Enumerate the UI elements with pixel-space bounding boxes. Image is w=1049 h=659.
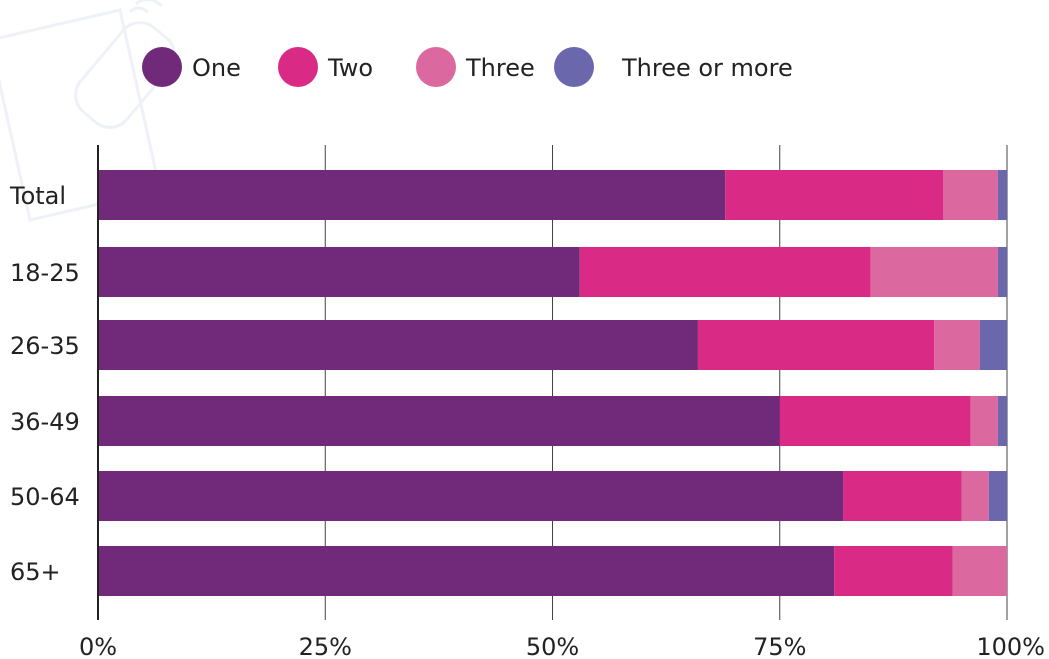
bar-segment — [952, 546, 1007, 596]
bars — [98, 170, 1007, 596]
category-label: 50-64 — [10, 483, 80, 511]
bar-segment — [934, 320, 980, 370]
category-labels: Total 18-25 26-35 36-49 50-64 65+ — [9, 182, 80, 586]
bar-segment — [979, 320, 1007, 370]
bar-segment — [870, 247, 998, 297]
category-label: Total — [9, 182, 66, 210]
legend-swatch — [554, 47, 594, 87]
legend: One Two Three Three or more — [142, 47, 793, 87]
bar-segment — [725, 170, 944, 220]
bar-segment — [779, 396, 971, 446]
x-tick-label: 25% — [299, 633, 352, 659]
bar-segment — [98, 170, 726, 220]
legend-label: Three — [465, 54, 535, 82]
x-tick-label: 75% — [753, 633, 806, 659]
legend-label: Three or more — [621, 54, 793, 82]
x-tick-label: 0% — [79, 633, 117, 659]
bar-segment — [997, 396, 1007, 446]
bar-segment — [98, 247, 580, 297]
category-label: 36-49 — [10, 408, 80, 436]
category-label: 65+ — [10, 558, 61, 586]
x-axis-tick-labels: 0% 25% 50% 75% 100% — [79, 633, 1045, 659]
bar-segment — [98, 396, 780, 446]
bar-segment — [997, 170, 1007, 220]
bar-segment — [697, 320, 935, 370]
bar-segment — [997, 247, 1007, 297]
bar-segment — [988, 471, 1007, 521]
category-label: 18-25 — [10, 259, 80, 287]
bar-segment — [943, 170, 998, 220]
bar-segment — [98, 546, 835, 596]
category-label: 26-35 — [10, 332, 80, 360]
legend-label: Two — [327, 54, 373, 82]
bar-segment — [843, 471, 962, 521]
bar-segment — [98, 320, 698, 370]
bar-segment — [961, 471, 989, 521]
legend-swatch — [278, 47, 318, 87]
bar-segment — [98, 471, 844, 521]
bar-segment — [834, 546, 953, 596]
x-tick-label: 50% — [526, 633, 579, 659]
x-tick-label: 100% — [976, 633, 1045, 659]
bar-segment — [579, 247, 871, 297]
legend-label: One — [192, 54, 241, 82]
gridlines — [324, 145, 1008, 620]
legend-swatch — [416, 47, 456, 87]
bar-segment — [970, 396, 998, 446]
legend-swatch — [142, 47, 182, 87]
